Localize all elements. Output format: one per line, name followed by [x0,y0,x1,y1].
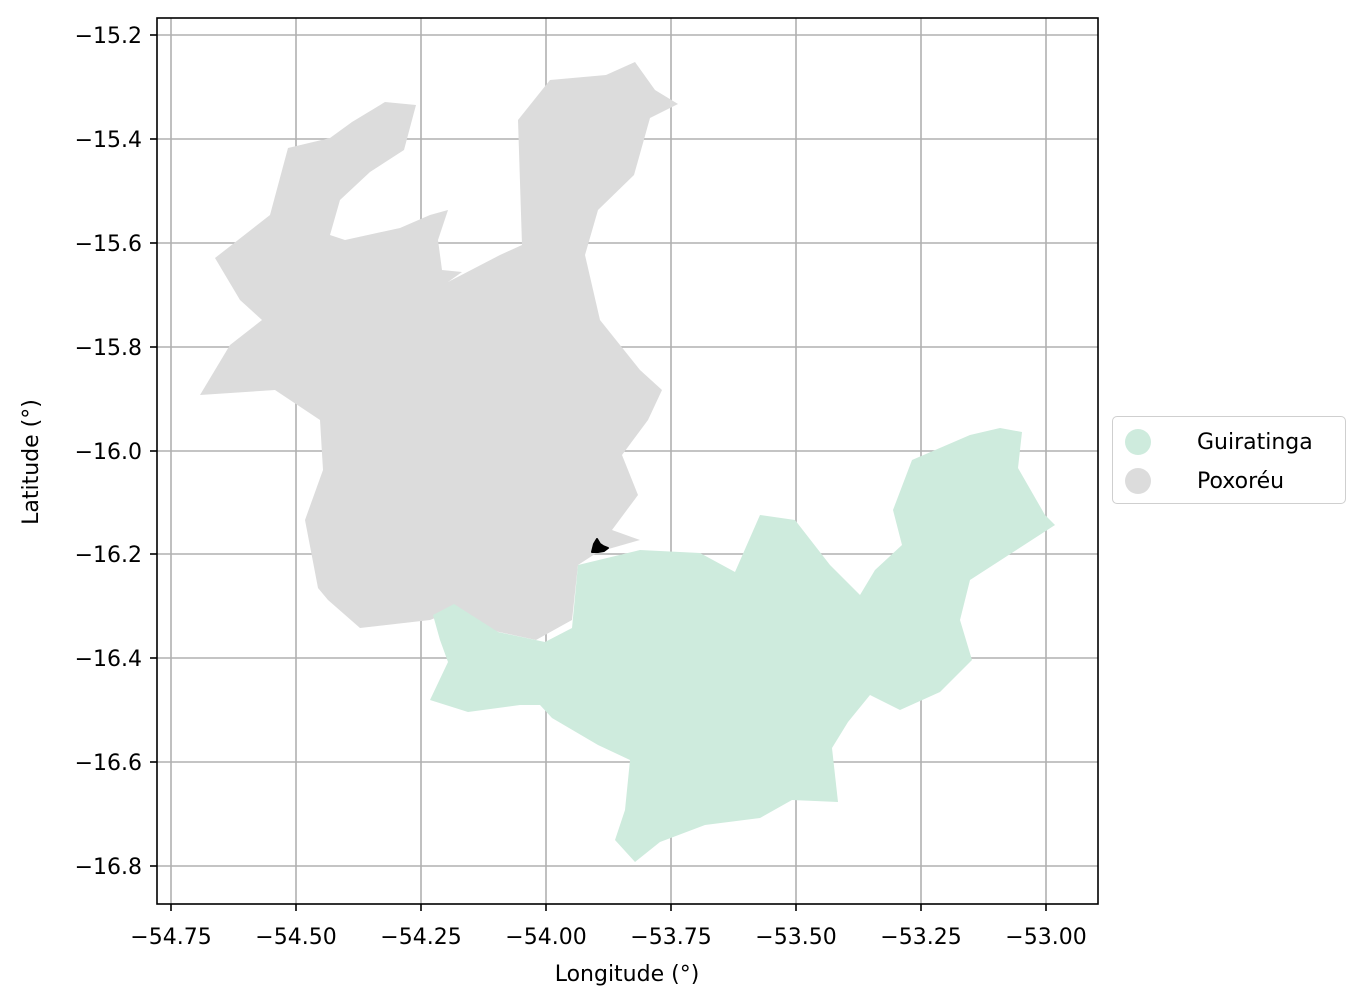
legend-swatch-guiratinga [1125,429,1151,455]
x-tick-label: −54.00 [505,925,586,950]
y-tick-label: −16.2 [75,543,142,568]
y-tick-label: −16.4 [75,647,142,672]
y-tick-label: −15.6 [75,232,142,257]
x-axis: −54.75 −54.50 −54.25 −54.00 −53.75 −53.5… [130,904,1087,987]
plot-frame [156,17,1099,905]
y-axis: −15.2 −15.4 −15.6 −15.8 −16.0 −16.2 −16.… [19,24,157,880]
region-poxoreu [200,62,678,640]
x-tick-label: −54.50 [255,925,336,950]
x-tick-label: −53.25 [880,925,961,950]
x-tick-label: −53.50 [755,925,836,950]
region-guiratinga [430,428,1055,862]
y-tick-label: −15.2 [75,24,142,49]
location-marker [591,538,609,553]
y-axis-title: Latitude (°) [19,399,44,525]
y-tick-label: −15.4 [75,128,142,153]
legend-label-guiratinga: Guiratinga [1197,429,1313,455]
legend-item-poxoreu: Poxoréu [1125,466,1284,496]
x-tick-label: −54.75 [130,925,211,950]
x-axis-title: Longitude (°) [555,962,700,987]
legend: Guiratinga Poxoréu [1112,416,1346,504]
y-tick-label: −16.6 [75,751,142,776]
x-tick-label: −53.75 [630,925,711,950]
legend-item-guiratinga: Guiratinga [1125,427,1313,457]
x-tick-label: −53.00 [1005,925,1086,950]
legend-swatch-poxoreu [1125,468,1151,494]
legend-label-poxoreu: Poxoréu [1197,468,1285,494]
y-tick-label: −16.8 [75,855,142,880]
x-tick-label: −54.25 [380,925,461,950]
y-tick-label: −16.0 [75,440,142,465]
y-tick-label: −15.8 [75,336,142,361]
